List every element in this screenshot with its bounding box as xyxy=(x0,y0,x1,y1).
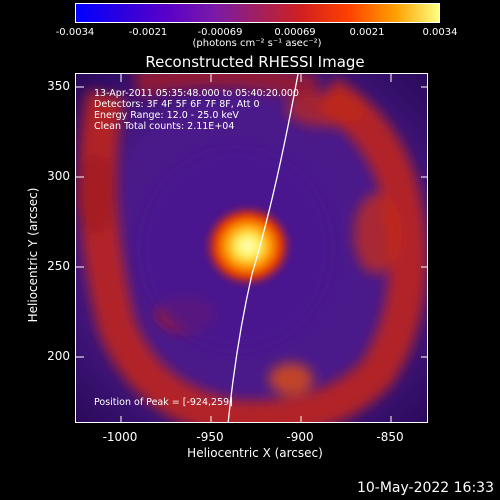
info-clean: Clean Total counts: 2.11E+04 xyxy=(94,121,235,132)
x-axis-label: Heliocentric X (arcsec) xyxy=(187,446,323,460)
y-tick-label: 200 xyxy=(47,349,70,363)
colorbar-tick-label: -0.0034 xyxy=(55,27,95,38)
y-tick-label: 250 xyxy=(47,259,70,273)
plot-ticks xyxy=(76,74,427,422)
colorbar xyxy=(75,3,440,23)
colorbar-tick-label: -0.0021 xyxy=(128,27,168,38)
solar-limb xyxy=(227,74,299,422)
image-canvas xyxy=(76,74,427,422)
x-tick-label: -1000 xyxy=(102,430,138,444)
y-tick-label: 350 xyxy=(47,79,70,93)
y-axis-label: Heliocentric Y (arcsec) xyxy=(26,187,40,323)
info-energy: Energy Range: 12.0 - 25.0 keV xyxy=(94,110,239,121)
colorbar-tick-label: 0.0034 xyxy=(422,27,458,38)
timestamp: 10-May-2022 16:33 xyxy=(356,480,494,496)
y-tick-label: 300 xyxy=(47,169,70,183)
rhessi-image xyxy=(75,73,428,423)
peak-source xyxy=(203,204,293,288)
info-time: 13-Apr-2011 05:35:48.000 to 05:40:20.000 xyxy=(94,88,299,99)
x-tick-label: -850 xyxy=(376,430,404,444)
colorbar-tick-label: -0.00069 xyxy=(197,27,243,38)
colorbar-tick-label: 0.00069 xyxy=(274,27,316,38)
colorbar-unit: (photons cm⁻² s⁻¹ asec⁻²) xyxy=(192,38,322,49)
x-tick-label: -950 xyxy=(196,430,224,444)
info-peak: Position of Peak = [-924,259] xyxy=(94,397,233,408)
info-detectors: Detectors: 3F 4F 5F 6F 7F 8F, Att 0 xyxy=(94,99,260,110)
x-tick-label: -900 xyxy=(286,430,314,444)
colorbar-tick-label: 0.0021 xyxy=(349,27,385,38)
image-title: Reconstructed RHESSI Image xyxy=(145,53,365,71)
